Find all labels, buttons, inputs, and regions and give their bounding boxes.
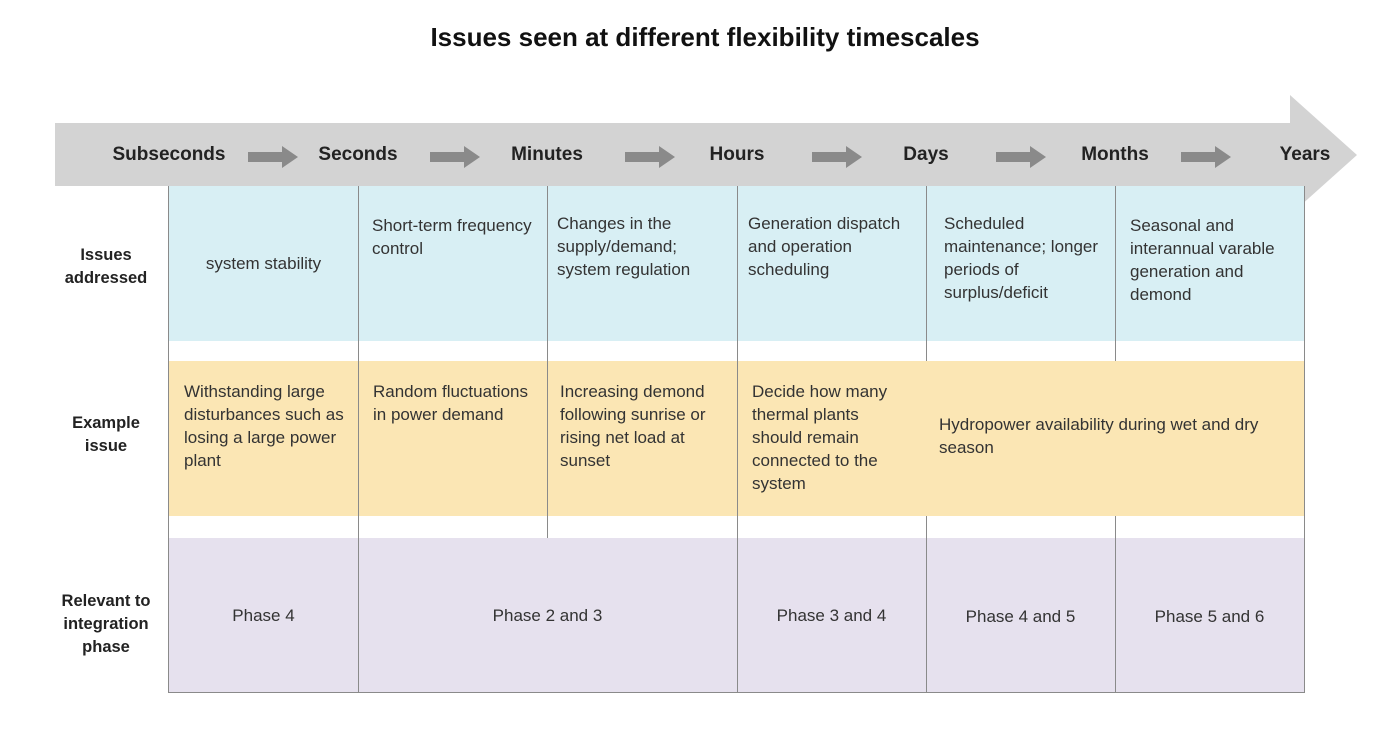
- example-cell-days-months: Hydropower availability during wet and d…: [939, 415, 1259, 457]
- issue-text: system stability: [205, 254, 322, 273]
- timescale-minutes: Minutes: [511, 144, 583, 165]
- phase-cell-months: Phase 5 and 6: [1115, 538, 1304, 695]
- small-arrow-icon: [430, 146, 480, 168]
- phase-text: Phase 5 and 6: [1154, 607, 1265, 626]
- phase-text: Phase 3 and 4: [776, 606, 887, 625]
- phase-cell-seconds-minutes: Phase 2 and 3: [358, 538, 737, 693]
- issue-cell-days: Scheduled maintenance; longer periods of…: [944, 214, 1099, 302]
- grid-line: [1115, 516, 1116, 693]
- grid-line: [1115, 186, 1116, 361]
- issue-cell-months: Seasonal and interannual varable generat…: [1130, 216, 1275, 304]
- phase-cell-hours: Phase 3 and 4: [737, 538, 926, 693]
- issue-cell-hours: Generation dispatch and operation schedu…: [748, 214, 901, 279]
- example-cell-seconds: Random fluctuations in power demand: [373, 382, 528, 424]
- phase-text: Phase 4: [232, 606, 295, 625]
- row-header-issues: Issues addressed: [64, 246, 148, 287]
- timescale-hours: Hours: [709, 144, 765, 165]
- small-arrow-icon: [248, 146, 298, 168]
- issue-cell-seconds: Short-term frequency control: [372, 216, 532, 258]
- grid-line: [168, 186, 169, 693]
- timeline-arrow-shape: [55, 95, 1357, 215]
- grid-line: [168, 692, 1305, 693]
- grid-line: [358, 186, 359, 693]
- phase-cell-subseconds: Phase 4: [169, 538, 358, 693]
- small-arrow-icon: [996, 146, 1046, 168]
- issue-cell-subseconds: system stability: [169, 186, 358, 341]
- grid-line: [926, 186, 927, 361]
- phase-cell-days: Phase 4 and 5: [926, 538, 1115, 695]
- row-header-phase: Relevant to integration phase: [61, 592, 151, 656]
- row-header-example: Example issue: [72, 414, 140, 455]
- grid-line: [547, 186, 548, 538]
- phase-text: Phase 4 and 5: [965, 607, 1076, 626]
- small-arrow-icon: [625, 146, 675, 168]
- timescale-days: Days: [903, 144, 949, 165]
- grid-line: [926, 516, 927, 693]
- example-cell-subseconds: Withstanding large disturbances such as …: [184, 382, 344, 470]
- chart-title: Issues seen at different flexibility tim…: [430, 22, 980, 52]
- issue-cell-minutes: Changes in the supply/demand; system reg…: [557, 214, 691, 279]
- grid-line: [1304, 186, 1305, 693]
- phase-text: Phase 2 and 3: [492, 606, 603, 625]
- timescale-subseconds: Subseconds: [112, 144, 226, 165]
- timescale-seconds: Seconds: [318, 144, 398, 165]
- example-cell-minutes: Increasing demond following sunrise or r…: [560, 382, 706, 470]
- timescale-years: Years: [1279, 144, 1331, 165]
- small-arrow-icon: [812, 146, 862, 168]
- timescale-months: Months: [1081, 144, 1149, 165]
- grid-line: [737, 186, 738, 693]
- example-cell-hours: Decide how many thermal plants should re…: [752, 382, 888, 493]
- small-arrow-icon: [1181, 146, 1231, 168]
